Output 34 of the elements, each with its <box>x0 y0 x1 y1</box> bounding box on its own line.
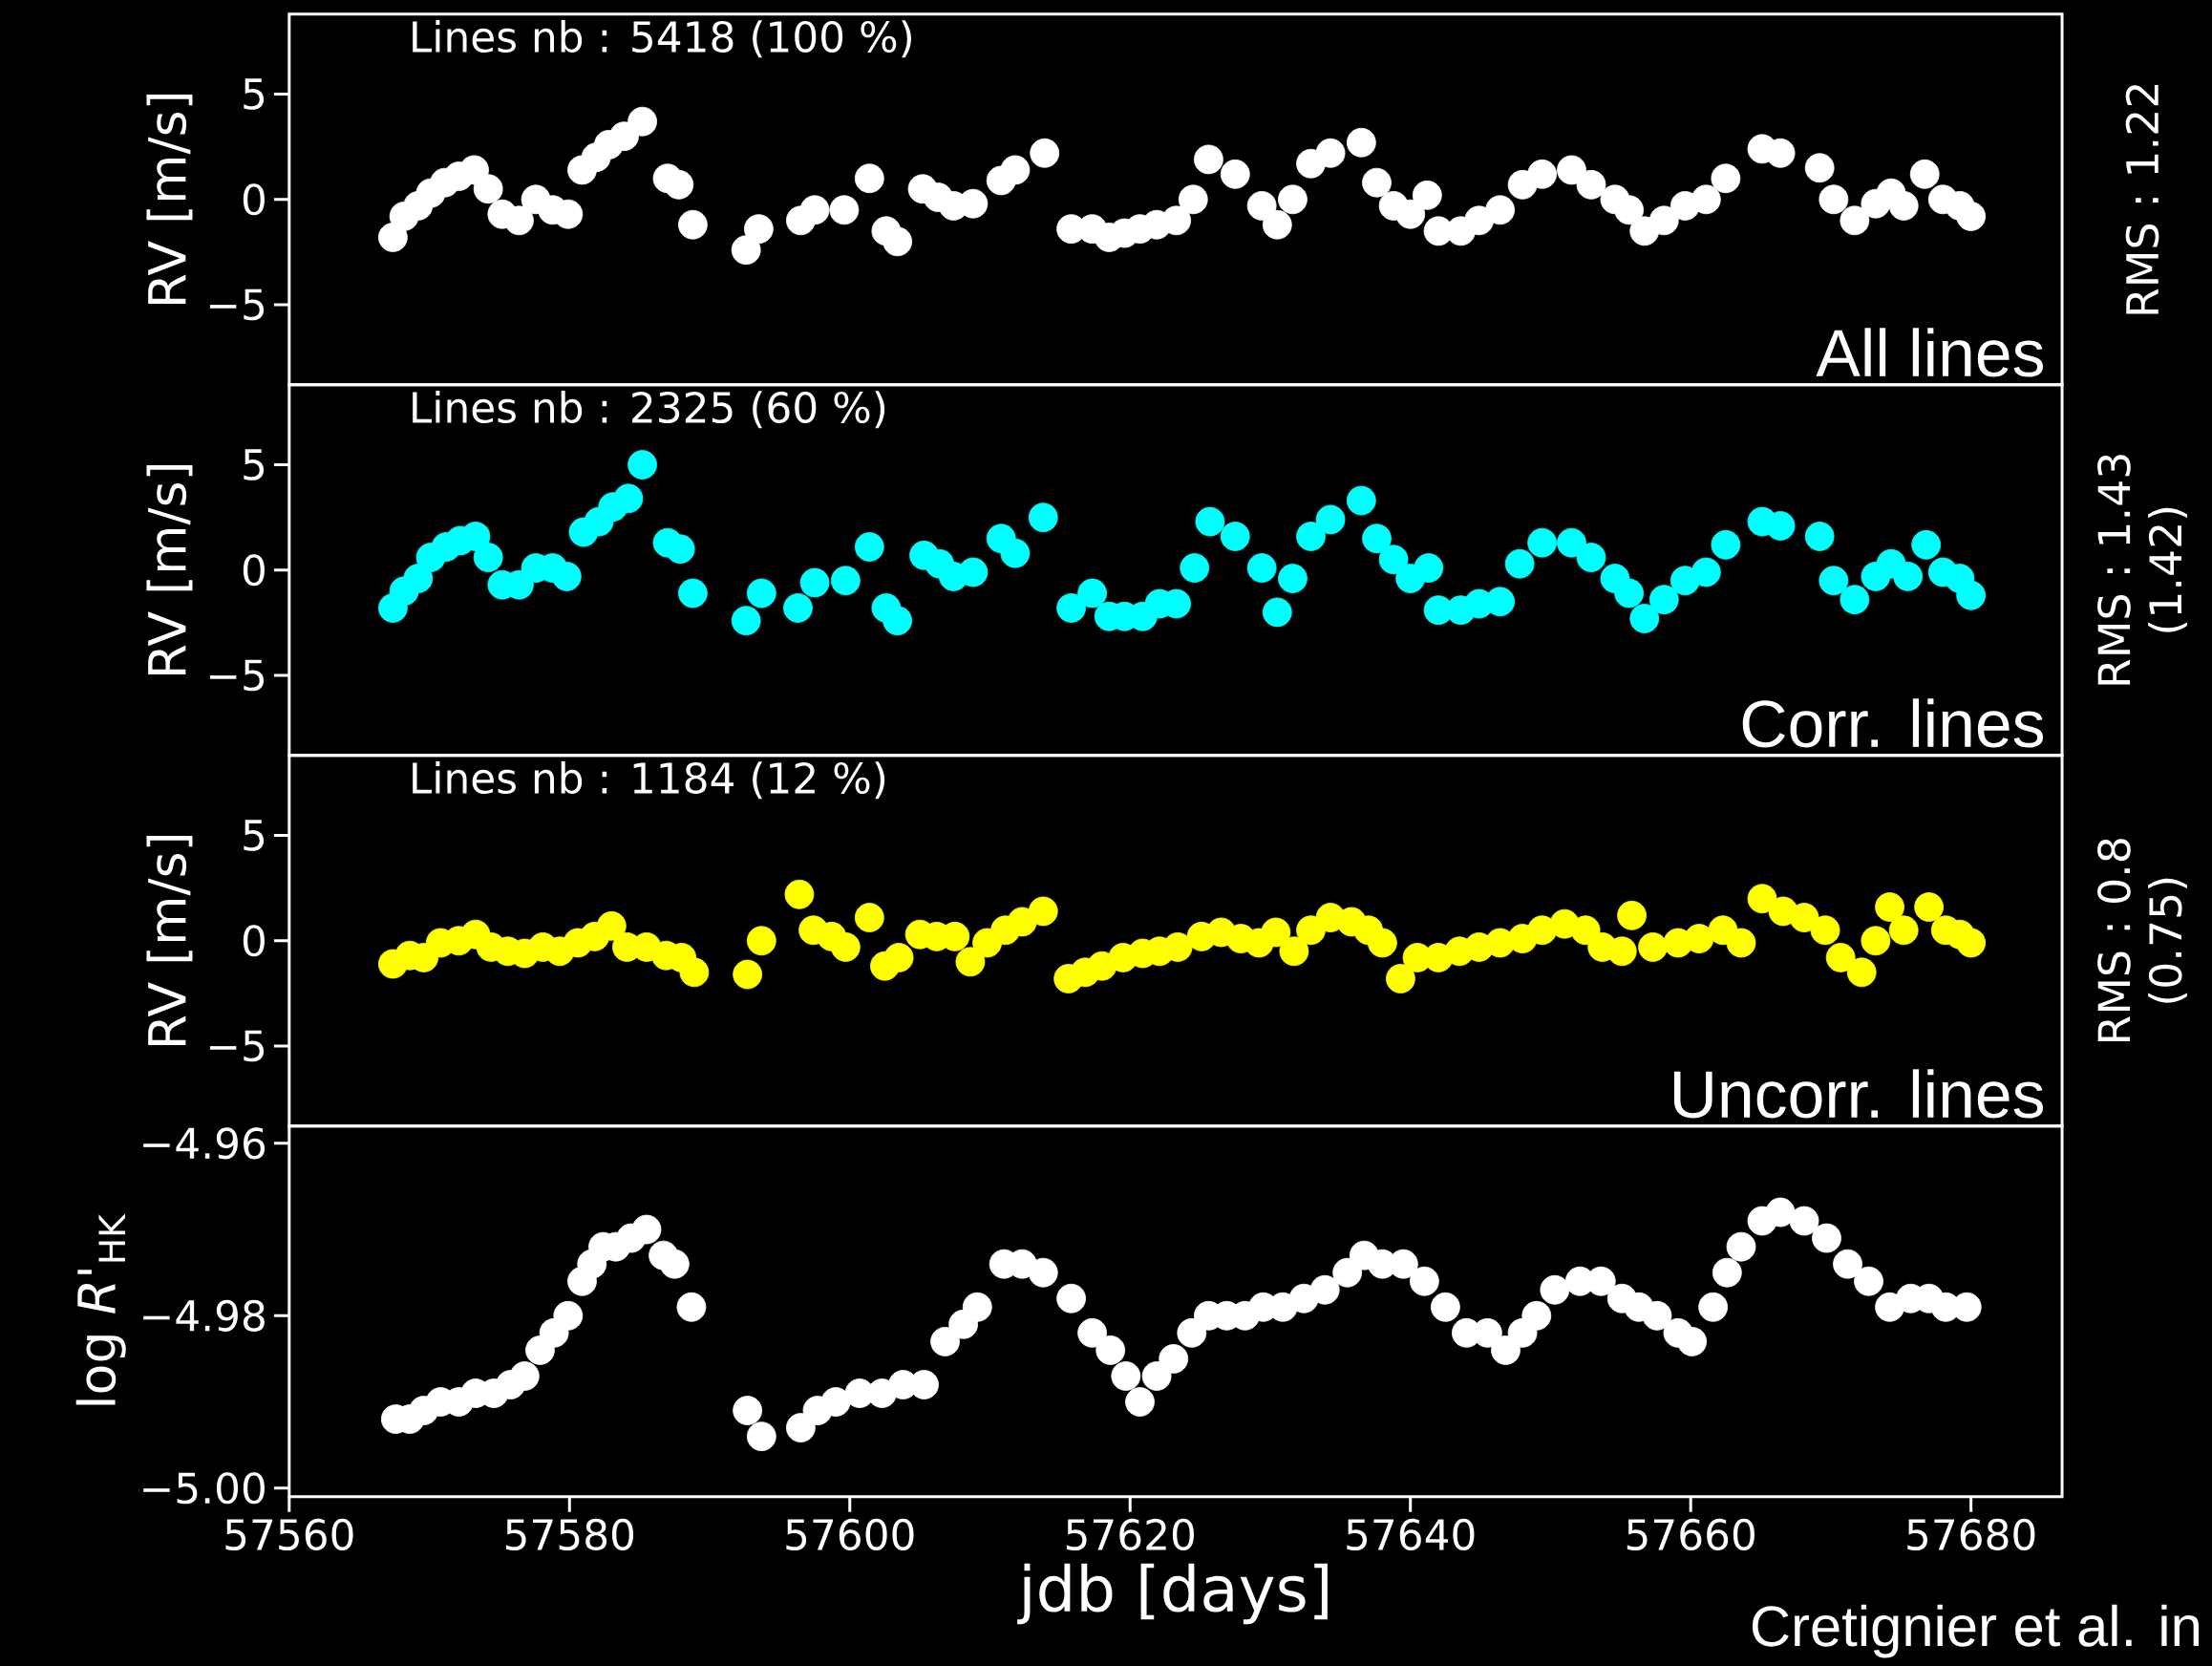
annotation: Lines nb : 2325 (60 %) <box>413 391 885 429</box>
x-tick-label: 57660 <box>1627 1518 1755 1550</box>
annotation: Corr. lines <box>1742 698 2044 748</box>
x-tick-label: 57680 <box>1907 1518 2035 1550</box>
y-tick-label: 0 <box>243 925 265 957</box>
y-tick-label: −4.96 <box>143 1127 266 1160</box>
text: Cretignier et al. in <box>1752 1604 2199 1658</box>
y2-axis-title: RMS : 1.22 <box>2125 85 2159 314</box>
y-axis-title: RV [m/s] <box>146 835 193 1045</box>
y2-axis-title: RMS : 1.43 (1.42) <box>2097 455 2187 685</box>
x-tick-label: 57560 <box>225 1518 353 1550</box>
y-tick-label: −4.98 <box>143 1299 265 1332</box>
y-tick-label: −5.00 <box>143 1472 265 1505</box>
annotation: All lines <box>1816 328 2043 377</box>
y-tick-label: 0 <box>243 183 265 216</box>
annotation: Uncorr. lines <box>1673 1069 2044 1119</box>
y-tick-label: 0 <box>243 554 265 587</box>
y-tick-label: 5 <box>244 449 265 481</box>
y-tick-label: −5 <box>209 659 265 692</box>
y-axis-title: log R'$_{HK}$ <box>75 1213 126 1405</box>
x-axis-title: jdb [days] <box>1017 1563 1328 1625</box>
x-tick-label: 57640 <box>1347 1518 1475 1550</box>
y-tick-label: −5 <box>209 1030 265 1062</box>
x-tick-label: 57580 <box>505 1518 634 1550</box>
y-tick-label: 5 <box>244 820 265 851</box>
annotation: Lines nb : 5418 (100 %) <box>413 20 911 58</box>
x-tick-label: 57620 <box>1066 1518 1194 1550</box>
annotation: Lines nb : 1184 (12 %) <box>413 761 885 800</box>
y-axis-title: RV [m/s] <box>146 94 193 304</box>
y-tick-label: 5 <box>244 78 265 110</box>
y2-axis-title: RMS : 0.8 (0.75) <box>2097 839 2187 1041</box>
x-tick-label: 57600 <box>786 1518 914 1550</box>
y-tick-label: −5 <box>209 288 265 321</box>
y-axis-title: RV [m/s] <box>146 464 193 674</box>
